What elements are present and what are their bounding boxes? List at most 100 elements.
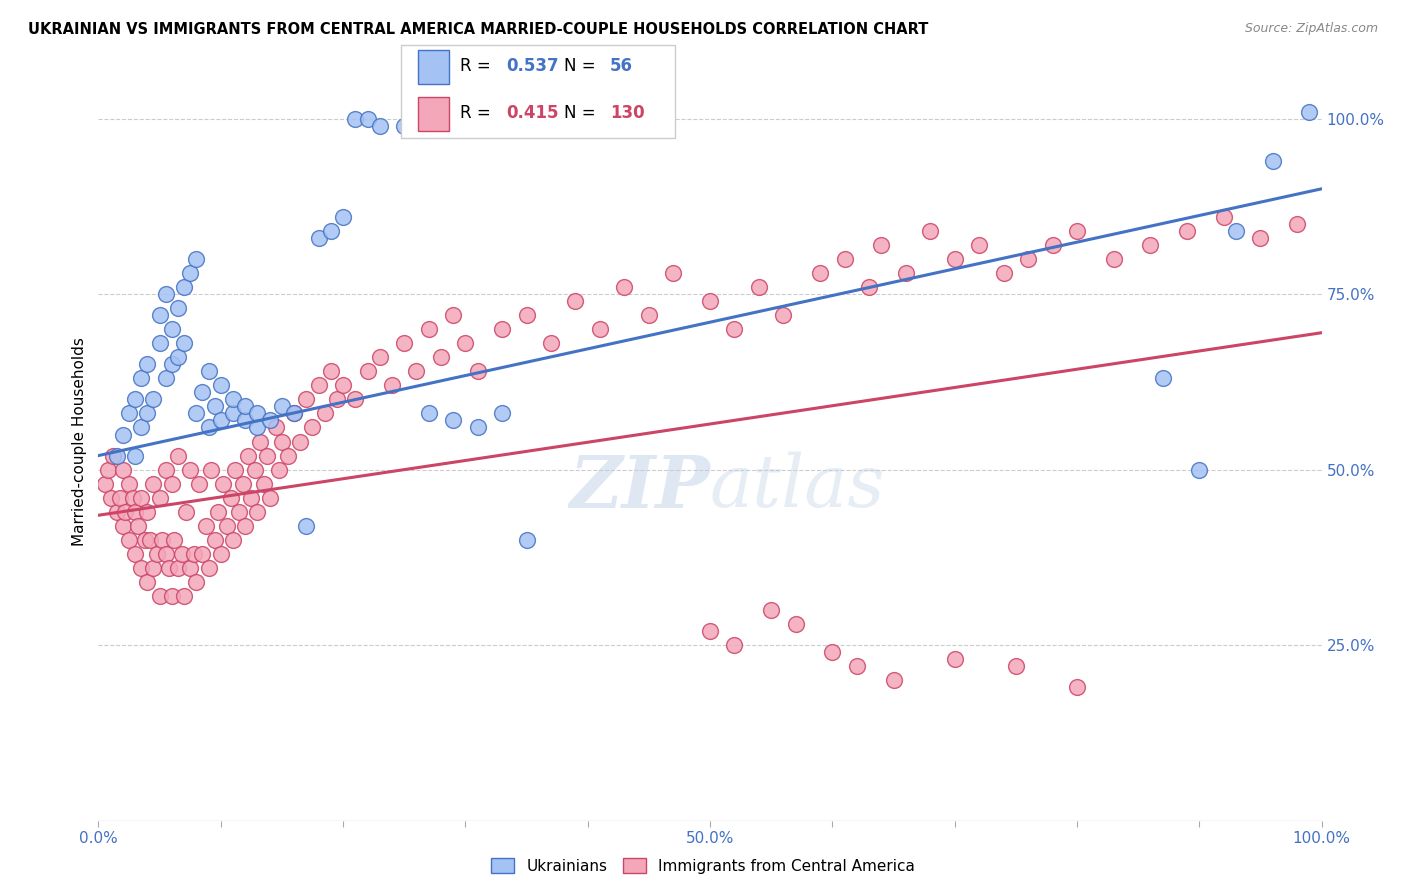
Point xyxy=(344,392,367,407)
Point xyxy=(97,462,120,476)
Point xyxy=(1004,659,1026,673)
Point xyxy=(418,322,440,336)
Point xyxy=(301,420,323,434)
Point xyxy=(129,371,152,385)
Point xyxy=(1139,238,1161,252)
Point xyxy=(637,308,661,322)
Point xyxy=(105,449,128,463)
Point xyxy=(772,308,794,322)
Point xyxy=(269,462,291,476)
Point xyxy=(308,378,330,392)
Point xyxy=(191,385,214,400)
Point xyxy=(160,476,183,491)
Point xyxy=(136,505,159,519)
Point xyxy=(344,112,367,126)
Point xyxy=(129,561,152,575)
Point xyxy=(356,364,378,378)
Point xyxy=(295,392,318,407)
Point xyxy=(179,462,201,476)
Point xyxy=(224,462,246,476)
Point xyxy=(491,322,513,336)
Point xyxy=(233,518,256,533)
Point xyxy=(124,547,146,561)
Point xyxy=(246,407,269,421)
Point xyxy=(191,547,214,561)
Point xyxy=(232,476,254,491)
Point xyxy=(808,266,831,280)
Point xyxy=(233,413,256,427)
Point xyxy=(699,294,721,309)
Point xyxy=(277,449,299,463)
Point xyxy=(136,407,159,421)
Legend: Ukrainians, Immigrants from Central America: Ukrainians, Immigrants from Central Amer… xyxy=(485,852,921,880)
Point xyxy=(259,491,281,505)
Point xyxy=(441,413,464,427)
Point xyxy=(124,505,146,519)
Point xyxy=(167,351,190,365)
Point xyxy=(111,462,134,476)
Point xyxy=(176,505,198,519)
Point xyxy=(314,407,336,421)
Point xyxy=(943,652,966,666)
Point xyxy=(246,505,269,519)
Point xyxy=(1249,231,1271,245)
Point xyxy=(246,420,269,434)
Point xyxy=(1261,153,1284,168)
Point xyxy=(129,420,152,434)
Point xyxy=(118,533,141,547)
Point xyxy=(589,322,612,336)
Point xyxy=(200,462,222,476)
Point xyxy=(195,518,218,533)
Point xyxy=(187,476,209,491)
Point xyxy=(209,378,232,392)
Point xyxy=(129,491,152,505)
Point xyxy=(381,378,404,392)
Point xyxy=(186,252,208,266)
Point xyxy=(236,449,259,463)
Point xyxy=(93,476,115,491)
Point xyxy=(139,533,162,547)
Point xyxy=(240,491,263,505)
Point xyxy=(418,407,440,421)
Point xyxy=(167,301,190,315)
Point xyxy=(114,505,136,519)
Point xyxy=(222,533,245,547)
Point xyxy=(540,336,562,351)
Point xyxy=(699,624,721,639)
Point xyxy=(392,336,416,351)
Point xyxy=(173,280,195,294)
Point xyxy=(1017,252,1039,266)
Point xyxy=(332,378,354,392)
Point xyxy=(920,224,942,238)
Point xyxy=(155,462,177,476)
Point xyxy=(118,407,141,421)
Point xyxy=(155,371,177,385)
Point xyxy=(207,505,229,519)
Point xyxy=(515,308,537,322)
Point xyxy=(150,533,173,547)
Point xyxy=(219,491,242,505)
Point xyxy=(215,518,238,533)
Point xyxy=(894,266,917,280)
Point xyxy=(170,547,193,561)
Point xyxy=(332,210,354,224)
Point xyxy=(1298,104,1320,119)
Point xyxy=(111,518,134,533)
Point xyxy=(167,449,190,463)
Point xyxy=(142,561,165,575)
Point xyxy=(105,505,128,519)
Point xyxy=(491,407,513,421)
Point xyxy=(256,449,278,463)
Point xyxy=(186,574,208,589)
Point xyxy=(183,547,205,561)
Point xyxy=(441,308,464,322)
Point xyxy=(100,491,122,505)
Text: R =: R = xyxy=(460,57,496,75)
Point xyxy=(515,533,537,547)
Point xyxy=(785,617,807,632)
Point xyxy=(1175,224,1198,238)
Point xyxy=(967,238,990,252)
Point xyxy=(134,533,156,547)
Point xyxy=(233,400,256,414)
Point xyxy=(197,364,219,378)
